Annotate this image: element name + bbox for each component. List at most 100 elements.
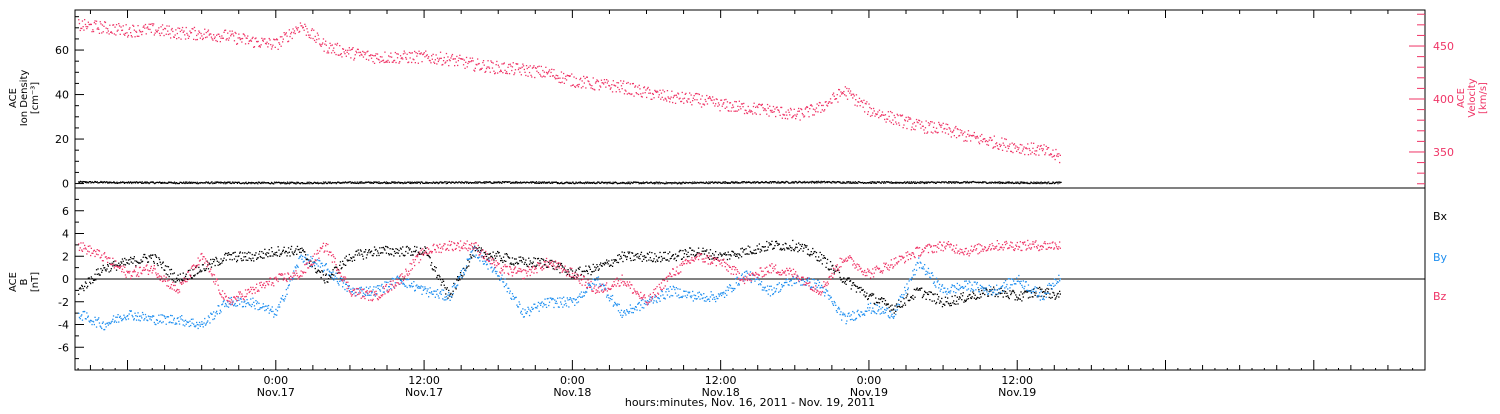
b-bx-point	[791, 247, 792, 248]
velocity-point	[804, 116, 805, 117]
velocity-point	[1046, 146, 1047, 147]
velocity-point	[1058, 156, 1059, 157]
b-bx-point	[378, 255, 379, 256]
velocity-point	[141, 34, 142, 35]
b-bx-point	[305, 254, 306, 255]
b-by-point	[300, 256, 301, 257]
b-by-point	[314, 265, 315, 266]
velocity-point	[785, 118, 786, 119]
density-point	[197, 182, 198, 183]
b-bx-point	[757, 245, 758, 246]
b-bx-point	[972, 296, 973, 297]
top-right-label-line3: [km/s]	[1478, 82, 1489, 114]
b-bx-point	[120, 261, 121, 262]
b-by-point	[408, 279, 409, 280]
b-bx-point	[711, 258, 712, 259]
velocity-point	[124, 35, 125, 36]
velocity-point	[233, 35, 234, 36]
b-bx-point	[598, 270, 599, 271]
b-by-point	[250, 298, 251, 299]
b-by-point	[263, 306, 264, 307]
velocity-point	[929, 123, 930, 124]
velocity-point	[853, 94, 854, 95]
density-point	[205, 183, 206, 184]
b-bx-point	[928, 294, 929, 295]
b-bx-point	[102, 270, 103, 271]
velocity-point	[303, 27, 304, 28]
b-bx-point	[506, 253, 507, 254]
velocity-point	[621, 85, 622, 86]
b-bx-point	[332, 269, 333, 270]
velocity-point	[742, 106, 743, 107]
velocity-point	[474, 70, 475, 71]
b-by-point	[366, 287, 367, 288]
b-bx-point	[651, 252, 652, 253]
velocity-point	[554, 77, 555, 78]
velocity-point	[909, 117, 910, 118]
velocity-point	[220, 41, 221, 42]
b-bx-point	[106, 268, 107, 269]
velocity-point	[201, 35, 202, 36]
velocity-point	[383, 60, 384, 61]
velocity-point	[791, 109, 792, 110]
b-bx-point	[1059, 291, 1060, 292]
b-bx-point	[469, 261, 470, 262]
velocity-point	[928, 122, 929, 123]
b-bx-point	[620, 256, 621, 257]
b-bx-point	[294, 252, 295, 253]
b-bx-point	[572, 270, 573, 271]
b-bx-point	[382, 252, 383, 253]
b-bx-point	[83, 288, 84, 289]
b-bx-point	[516, 258, 517, 259]
velocity-point	[1026, 148, 1027, 149]
density-point	[394, 183, 395, 184]
density-point	[871, 183, 872, 184]
velocity-point	[508, 64, 509, 65]
velocity-point	[653, 94, 654, 95]
b-bx-point	[638, 257, 639, 258]
b-bx-point	[346, 256, 347, 257]
velocity-point	[585, 78, 586, 79]
b-bx-point	[881, 297, 882, 298]
b-bx-point	[507, 254, 508, 255]
b-by-point	[439, 293, 440, 294]
b-bx-point	[220, 263, 221, 264]
b-by-point	[438, 295, 439, 296]
velocity-point	[664, 91, 665, 92]
velocity-point	[246, 38, 247, 39]
b-bx-point	[233, 252, 234, 253]
b-by-point	[139, 316, 140, 317]
b-bx-point	[611, 260, 612, 261]
b-by-point	[258, 303, 259, 304]
b-bx-point	[737, 253, 738, 254]
density-point	[223, 183, 224, 184]
velocity-point	[546, 72, 547, 73]
b-by-point	[183, 321, 184, 322]
density-point	[432, 183, 433, 184]
b-bx-point	[714, 254, 715, 255]
b-by-point	[322, 265, 323, 266]
b-by-point	[272, 306, 273, 307]
velocity-point	[786, 115, 787, 116]
velocity-point	[271, 48, 272, 49]
density-point	[86, 181, 87, 182]
velocity-point	[394, 60, 395, 61]
velocity-point	[667, 90, 668, 91]
b-bx-point	[925, 292, 926, 293]
density-point	[955, 182, 956, 183]
velocity-point	[522, 64, 523, 65]
b-bx-point	[820, 252, 821, 253]
velocity-point	[653, 97, 654, 98]
velocity-point	[1000, 146, 1001, 147]
b-bx-point	[1058, 296, 1059, 297]
b-by-point	[416, 284, 417, 285]
b-by-point	[268, 305, 269, 306]
velocity-point	[727, 101, 728, 102]
b-by-point	[120, 316, 121, 317]
b-bx-point	[1015, 299, 1016, 300]
velocity-point	[954, 127, 955, 128]
b-by-point	[151, 319, 152, 320]
b-by-point	[286, 289, 287, 290]
density-point	[88, 182, 89, 183]
